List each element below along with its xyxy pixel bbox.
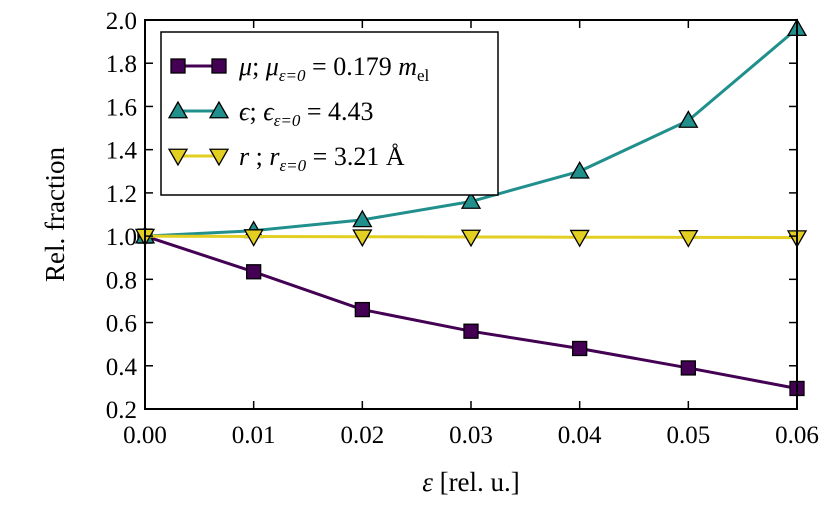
y-tick-label: 1.8 [106,51,137,78]
data-point-mu [572,340,588,357]
legend-symbol: μ [238,52,252,81]
legend-symbol: ϵ [239,97,251,126]
data-point-mu [354,301,370,318]
x-tick-label: 0.04 [558,422,602,449]
x-tick-label: 0.02 [340,422,384,449]
legend-subscript: ε=0 [274,111,301,130]
legend-sub-symbol: μ [265,52,279,81]
x-axis-label-symbol: ε [422,467,433,497]
legend-entry-r: r ; rε=0 = 3.21 Å [239,142,405,175]
x-tick-label: 0.00 [123,422,167,449]
legend-symbol: r [239,142,250,171]
data-point-epsilon [352,209,373,228]
legend-sub-symbol: ϵ [263,97,275,126]
data-point-mu [680,360,696,376]
data-point-r [243,229,264,247]
series-line-mu [144,234,798,390]
y-axis-label: Rel. fraction [40,147,70,282]
y-tick-label: 2.0 [106,8,137,35]
data-point-r [460,229,482,248]
legend-marker-r [208,148,230,167]
legend-subscript: ε=0 [279,156,306,175]
y-tick-label: 0.8 [106,267,137,294]
legend-marker-mu [211,58,227,74]
legend-sub-symbol: r [269,142,280,171]
legend-marker-r [167,148,189,167]
x-axis-label-unit: [rel. u.] [433,467,520,497]
legend-entry-epsilon: ϵ; ϵε=0 = 4.43 [239,97,374,130]
legend-unit: m [398,52,417,81]
data-point-epsilon [678,110,699,128]
legend-separator: ; [249,142,269,171]
legend-entry-mu: μ; με=0 = 0.179 mel [238,52,430,85]
data-point-r [352,229,373,248]
legend-separator: ; [252,52,266,81]
y-tick-label: 0.4 [106,354,138,381]
data-point-r [569,229,590,248]
y-tick-label: 0.6 [106,311,137,338]
legend-value: = 0.179 [306,52,399,81]
legend-marker-epsilon [208,100,230,119]
data-point-mu [246,264,262,280]
x-axis-label: ε [rel. u.] [422,467,520,497]
legend-value: = 3.21 Å [306,142,405,171]
y-tick-label: 1.2 [106,181,137,208]
legend-subscript: ε=0 [279,66,306,85]
data-point-mu [463,323,479,339]
x-tick-label: 0.06 [775,422,819,449]
legend-value: = 4.43 [300,97,373,126]
legend-marker-epsilon [167,100,189,119]
data-point-r [678,230,699,248]
x-tick-label: 0.03 [449,422,493,449]
legend-marker-mu [170,58,186,74]
y-tick-label: 1.0 [106,224,137,251]
data-point-epsilon [460,191,482,209]
x-tick-label: 0.01 [232,422,276,449]
y-tick-label: 1.4 [106,138,138,165]
data-point-epsilon [569,160,590,179]
legend-separator: ; [249,97,263,126]
y-tick-label: 0.2 [106,397,137,424]
x-tick-label: 0.05 [666,422,710,449]
legend-unit-subscript: el [417,66,430,85]
y-tick-label: 1.6 [106,94,137,121]
